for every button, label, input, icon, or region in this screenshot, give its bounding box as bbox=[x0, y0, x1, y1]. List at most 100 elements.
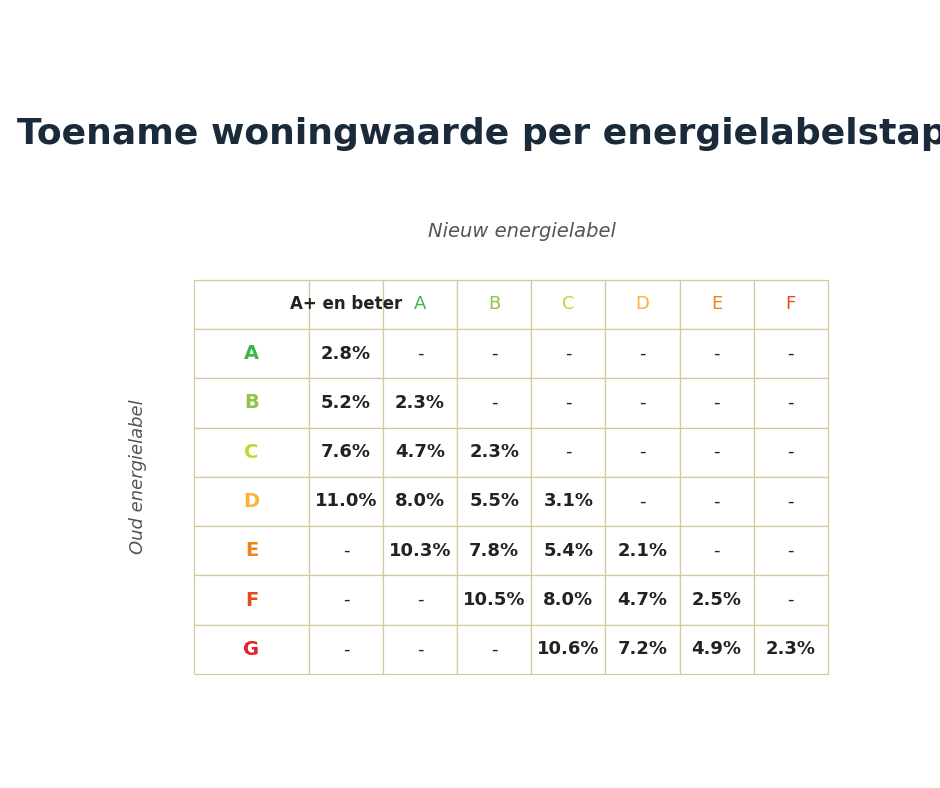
Bar bbox=[309, 477, 383, 526]
Text: -: - bbox=[713, 344, 720, 362]
Text: -: - bbox=[713, 492, 720, 511]
Text: D: D bbox=[243, 492, 259, 511]
Text: -: - bbox=[343, 641, 349, 658]
Bar bbox=[680, 625, 754, 674]
Bar bbox=[457, 329, 531, 378]
Text: 5.4%: 5.4% bbox=[543, 542, 593, 559]
Bar bbox=[457, 280, 531, 329]
Text: A+ en beter: A+ en beter bbox=[290, 296, 402, 314]
Bar bbox=[754, 378, 828, 428]
Text: 10.5%: 10.5% bbox=[463, 591, 525, 609]
Bar bbox=[605, 625, 680, 674]
Text: -: - bbox=[788, 443, 794, 461]
Text: 3.1%: 3.1% bbox=[543, 492, 593, 511]
Text: A: A bbox=[414, 296, 426, 314]
Bar bbox=[680, 378, 754, 428]
Text: -: - bbox=[713, 542, 720, 559]
Bar bbox=[457, 625, 531, 674]
Text: 10.6%: 10.6% bbox=[537, 641, 600, 658]
Text: 5.2%: 5.2% bbox=[321, 394, 371, 412]
Text: D: D bbox=[635, 296, 650, 314]
Bar bbox=[531, 526, 605, 575]
Text: 11.0%: 11.0% bbox=[315, 492, 377, 511]
Bar bbox=[605, 477, 680, 526]
Text: -: - bbox=[639, 394, 646, 412]
Bar bbox=[605, 526, 680, 575]
Text: B: B bbox=[488, 296, 500, 314]
Text: -: - bbox=[343, 542, 349, 559]
Bar bbox=[194, 378, 309, 428]
Text: 7.6%: 7.6% bbox=[321, 443, 371, 461]
Text: -: - bbox=[788, 344, 794, 362]
Bar bbox=[457, 378, 531, 428]
Text: 2.1%: 2.1% bbox=[618, 542, 667, 559]
Bar bbox=[309, 575, 383, 625]
Bar bbox=[605, 329, 680, 378]
Bar bbox=[531, 625, 605, 674]
Bar bbox=[680, 280, 754, 329]
Bar bbox=[383, 280, 457, 329]
Bar bbox=[194, 280, 309, 329]
Text: -: - bbox=[416, 641, 423, 658]
Bar bbox=[383, 526, 457, 575]
Text: -: - bbox=[565, 394, 572, 412]
Bar bbox=[309, 526, 383, 575]
Text: 4.7%: 4.7% bbox=[395, 443, 445, 461]
Bar bbox=[194, 329, 309, 378]
Text: -: - bbox=[491, 641, 497, 658]
Bar bbox=[383, 378, 457, 428]
Bar bbox=[457, 477, 531, 526]
Bar bbox=[754, 526, 828, 575]
Bar bbox=[605, 428, 680, 477]
Text: -: - bbox=[788, 492, 794, 511]
Text: 4.7%: 4.7% bbox=[618, 591, 667, 609]
Text: F: F bbox=[786, 296, 796, 314]
Bar bbox=[531, 280, 605, 329]
Bar bbox=[754, 428, 828, 477]
Bar bbox=[754, 280, 828, 329]
Text: 4.9%: 4.9% bbox=[692, 641, 742, 658]
Text: A: A bbox=[243, 344, 259, 363]
Bar bbox=[531, 378, 605, 428]
Text: -: - bbox=[713, 443, 720, 461]
Text: 2.3%: 2.3% bbox=[766, 641, 816, 658]
Text: 10.3%: 10.3% bbox=[389, 542, 451, 559]
Bar bbox=[383, 329, 457, 378]
Bar bbox=[754, 625, 828, 674]
Bar bbox=[680, 477, 754, 526]
Bar bbox=[309, 625, 383, 674]
Bar bbox=[194, 477, 309, 526]
Text: 8.0%: 8.0% bbox=[543, 591, 593, 609]
Text: 7.8%: 7.8% bbox=[469, 542, 519, 559]
Bar bbox=[309, 378, 383, 428]
Bar bbox=[457, 575, 531, 625]
Bar bbox=[194, 625, 309, 674]
Bar bbox=[680, 526, 754, 575]
Bar bbox=[457, 428, 531, 477]
Bar bbox=[383, 575, 457, 625]
Bar bbox=[605, 575, 680, 625]
Bar bbox=[531, 477, 605, 526]
Bar bbox=[754, 329, 828, 378]
Text: -: - bbox=[788, 591, 794, 609]
Text: B: B bbox=[244, 393, 258, 412]
Text: -: - bbox=[565, 443, 572, 461]
Bar bbox=[309, 280, 383, 329]
Bar bbox=[531, 575, 605, 625]
Bar bbox=[194, 428, 309, 477]
Bar bbox=[194, 526, 309, 575]
Text: 2.3%: 2.3% bbox=[469, 443, 519, 461]
Text: -: - bbox=[565, 344, 572, 362]
Text: E: E bbox=[711, 296, 722, 314]
Text: -: - bbox=[491, 344, 497, 362]
Bar bbox=[457, 526, 531, 575]
Text: F: F bbox=[244, 590, 258, 610]
Bar bbox=[194, 575, 309, 625]
Text: C: C bbox=[562, 296, 574, 314]
Bar bbox=[383, 428, 457, 477]
Text: C: C bbox=[244, 443, 258, 462]
Bar bbox=[680, 575, 754, 625]
Bar bbox=[383, 477, 457, 526]
Bar bbox=[531, 329, 605, 378]
Bar bbox=[605, 378, 680, 428]
